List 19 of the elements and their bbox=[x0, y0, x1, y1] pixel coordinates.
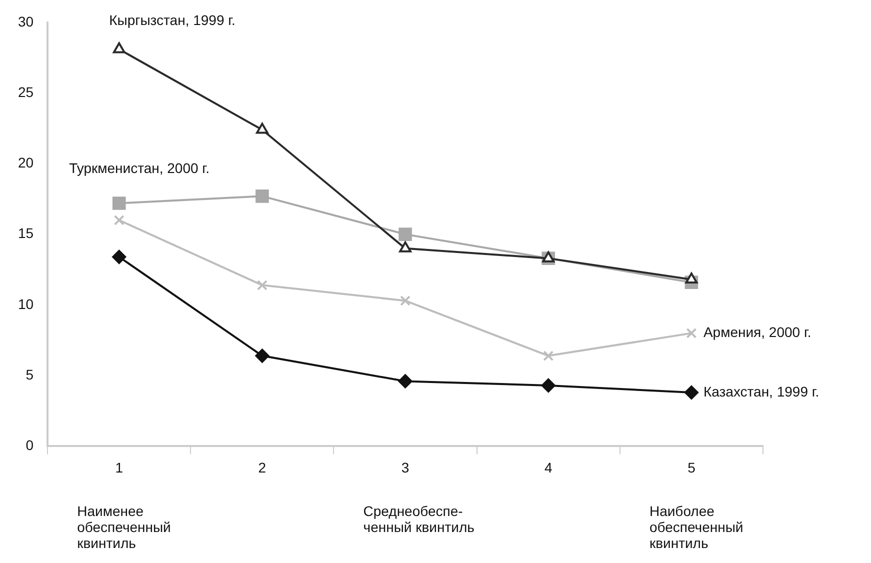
series-label: Армения, 2000 г. bbox=[703, 324, 812, 340]
y-tick-label: 0 bbox=[26, 437, 34, 454]
series-label: Кыргызстан, 1999 г. bbox=[109, 12, 236, 28]
y-tick-label: 10 bbox=[18, 296, 34, 312]
x-tick-label: 5 bbox=[688, 459, 696, 476]
series-label: Туркменистан, 2000 г. bbox=[69, 160, 210, 176]
x-tick-label: 3 bbox=[401, 459, 410, 476]
x-tick-label: 4 bbox=[544, 459, 552, 476]
x-tick-label: 2 bbox=[258, 459, 266, 476]
y-tick-label: 5 bbox=[26, 366, 34, 382]
y-tick-label: 25 bbox=[18, 84, 34, 100]
text: Наиболее обеспеченный квинтиль bbox=[649, 502, 744, 551]
y-tick-label: 20 bbox=[18, 154, 34, 171]
text: Наименее обеспеченный квинтиль bbox=[77, 502, 171, 551]
series-label: Казахстан, 1999 г. bbox=[703, 383, 820, 400]
y-tick-label: 15 bbox=[18, 225, 34, 242]
text: Среднеобеспе- ченный квинтиль bbox=[363, 502, 474, 535]
y-tick-label: 30 bbox=[18, 13, 34, 30]
x-tick-label: 1 bbox=[115, 459, 124, 476]
